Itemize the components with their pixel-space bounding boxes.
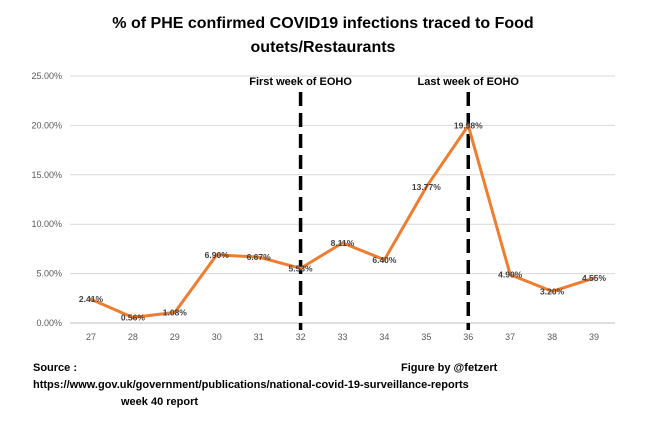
- figure-credit: Figure by @fetzert: [401, 362, 498, 374]
- data-label-11: 3.20%: [540, 286, 565, 296]
- report-label: week 40 report: [121, 396, 199, 408]
- eoho-label-1: Last week of EOHO: [418, 76, 520, 88]
- x-tick-label-6: 33: [337, 332, 347, 342]
- data-label-8: 13.77%: [412, 182, 441, 192]
- x-axis-ticks: 27 28 29 30 31 32 33 34 35 36 37 38 39: [86, 332, 599, 342]
- y-tick-label-4: 20.00%: [31, 120, 62, 130]
- x-tick-label-8: 35: [421, 332, 431, 342]
- x-tick-label-11: 38: [547, 332, 557, 342]
- y-tick-label-3: 15.00%: [31, 170, 62, 180]
- source-label: Source :: [33, 362, 78, 374]
- gridlines: [70, 75, 615, 324]
- data-label-12: 4.55%: [582, 273, 607, 283]
- data-label-1: 0.56%: [121, 312, 146, 322]
- data-label-5: 5.53%: [289, 263, 314, 273]
- y-tick-label-0: 0.00%: [36, 318, 62, 328]
- data-labels: 2.41% 0.56% 1.08% 6.90% 6.67% 5.53% 8.11% 6.40%…: [79, 121, 607, 323]
- y-tick-label-1: 5.00%: [36, 269, 62, 279]
- eoho-label-0: First week of EOHO: [249, 76, 352, 88]
- x-tick-label-10: 37: [505, 332, 515, 342]
- x-tick-label-7: 34: [379, 332, 389, 342]
- data-label-6: 8.11%: [331, 238, 355, 248]
- x-tick-label-1: 28: [128, 332, 138, 342]
- series-polyline: [89, 124, 596, 319]
- x-tick-label-3: 30: [212, 332, 222, 342]
- y-tick-label-2: 10.00%: [31, 219, 62, 229]
- data-label-0: 2.41%: [79, 294, 104, 304]
- chart-title-line-2: outets/Restaurants: [250, 39, 396, 56]
- data-label-3: 6.90%: [205, 250, 230, 260]
- y-axis-ticks: 0.00% 5.00% 10.00% 15.00% 20.00% 25.00%: [31, 71, 62, 328]
- chart-title-line-1: % of PHE confirmed COVID19 infections tr…: [112, 15, 534, 32]
- data-label-2: 1.08%: [163, 307, 188, 317]
- series-line: [89, 124, 596, 319]
- x-tick-label-5: 32: [296, 332, 306, 342]
- x-tick-label-12: 39: [589, 332, 599, 342]
- chart-title: % of PHE confirmed COVID19 infections tr…: [0, 12, 646, 60]
- y-tick-label-5: 25.00%: [31, 71, 62, 81]
- x-tick-label-2: 29: [170, 332, 180, 342]
- x-tick-label-4: 31: [254, 332, 264, 342]
- data-label-4: 6.67%: [247, 252, 272, 262]
- x-tick-label-9: 36: [463, 332, 473, 342]
- data-label-7: 6.40%: [372, 255, 397, 265]
- annotation-lines: First week of EOHO Last week of EOHO: [249, 76, 519, 330]
- source-url[interactable]: https://www.gov.uk/government/publicatio…: [33, 379, 469, 391]
- x-tick-label-0: 27: [86, 332, 96, 342]
- data-label-9: 19.98%: [454, 121, 483, 131]
- data-label-10: 4.90%: [498, 270, 523, 280]
